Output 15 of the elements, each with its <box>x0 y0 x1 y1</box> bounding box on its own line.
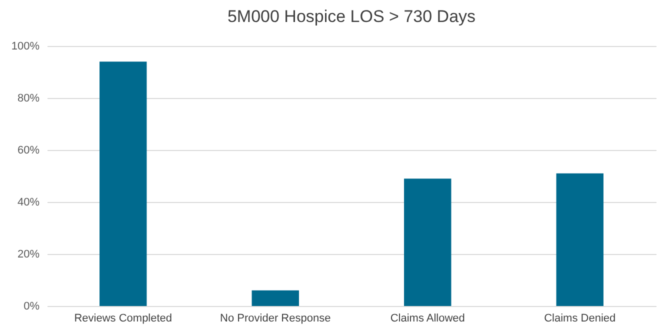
x-tick-label: Claims Denied <box>544 312 616 324</box>
bar <box>252 290 299 306</box>
x-tick-label: No Provider Response <box>220 312 331 324</box>
bar <box>404 178 452 306</box>
y-tick-label: 60% <box>17 144 40 156</box>
bar <box>100 62 147 306</box>
y-tick-label: 40% <box>17 196 40 208</box>
y-tick-label: 20% <box>17 248 40 260</box>
y-tick-label: 100% <box>11 40 40 52</box>
y-tick-label: 80% <box>17 92 40 104</box>
x-tick-label: Reviews Completed <box>74 312 172 324</box>
bar <box>556 173 604 306</box>
y-tick-label: 0% <box>24 300 40 312</box>
chart-title: 5M000 Hospice LOS > 730 Days <box>227 7 476 26</box>
x-tick-label: Claims Allowed <box>390 312 465 324</box>
